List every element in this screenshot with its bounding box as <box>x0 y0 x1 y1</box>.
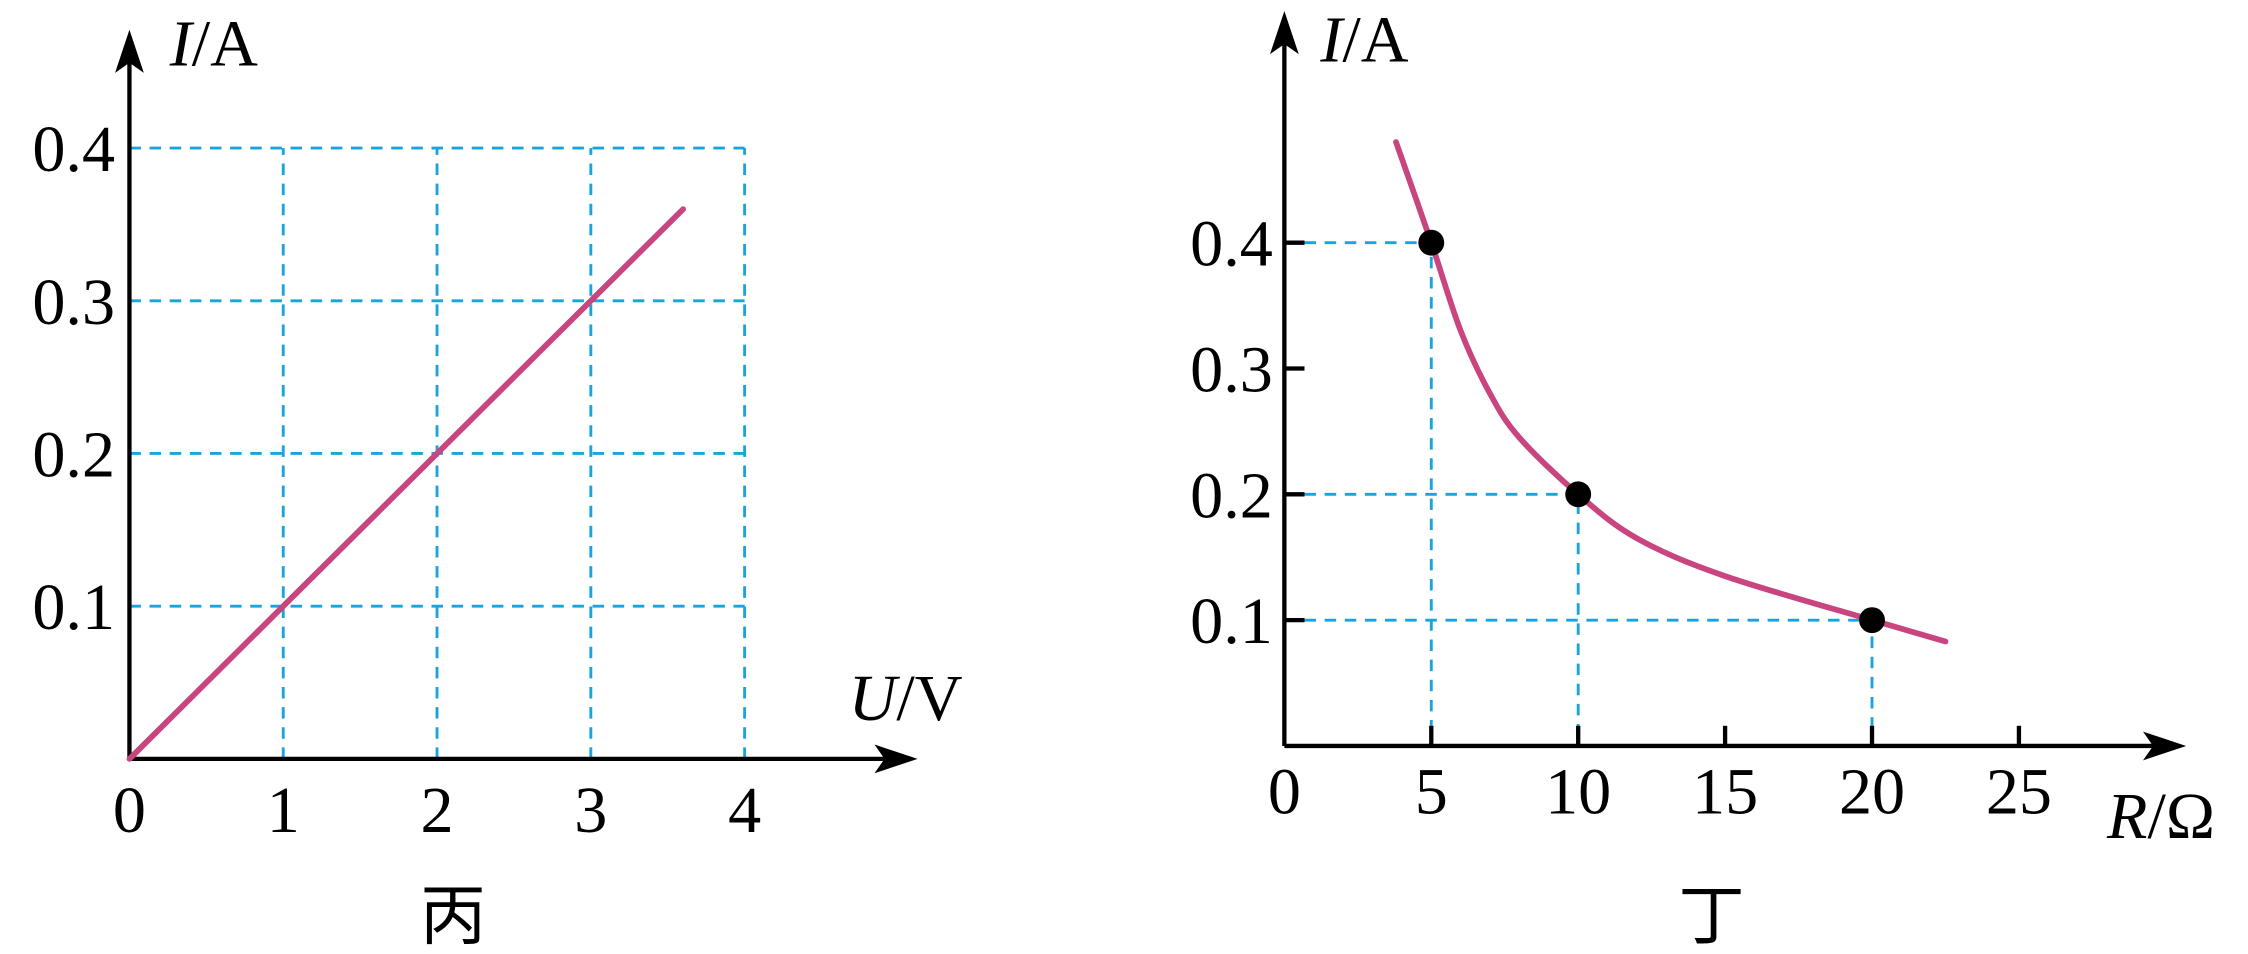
x-tick-label: 25 <box>1986 756 2052 829</box>
data-point <box>1565 481 1592 508</box>
x-tick-label: 2 <box>420 774 453 847</box>
x-arrow <box>2143 731 2187 761</box>
y-tick-label: 0.3 <box>1190 334 1273 407</box>
x-tick-label: 0 <box>113 774 146 847</box>
x-arrow <box>874 744 918 774</box>
y-tick-label: 0.4 <box>1190 208 1273 281</box>
y-tick-label: 0.3 <box>32 266 115 339</box>
x-tick-label: 0 <box>1268 756 1301 829</box>
y-arrow <box>1269 11 1299 55</box>
x-tick-label: 5 <box>1415 756 1448 829</box>
x-tick-label: 15 <box>1692 756 1758 829</box>
data-line <box>126 206 686 762</box>
caption: 丁 <box>1678 881 1744 954</box>
caption: 丙 <box>420 881 486 954</box>
data-point <box>1418 229 1445 256</box>
y-arrow <box>115 29 144 73</box>
y-tick-label: 0.4 <box>32 113 115 186</box>
x-tick-label: 3 <box>574 774 607 847</box>
y-axis-label: I/A <box>1319 3 1408 76</box>
x-axis-label: U/V <box>849 662 963 735</box>
y-axis-label: I/A <box>169 8 258 81</box>
y-tick-label: 0.1 <box>1190 585 1273 658</box>
y-tick-label: 0.1 <box>32 571 115 644</box>
y-tick-label: 0.2 <box>1190 459 1273 532</box>
x-tick-label: 10 <box>1545 756 1611 829</box>
x-tick-label: 4 <box>728 774 761 847</box>
y-tick-label: 0.2 <box>32 419 115 492</box>
data-point <box>1859 607 1885 634</box>
x-tick-label: 1 <box>267 774 300 847</box>
data-line <box>1393 139 1949 645</box>
x-axis-label: R/Ω <box>2106 780 2215 853</box>
x-tick-label: 20 <box>1839 756 1905 829</box>
